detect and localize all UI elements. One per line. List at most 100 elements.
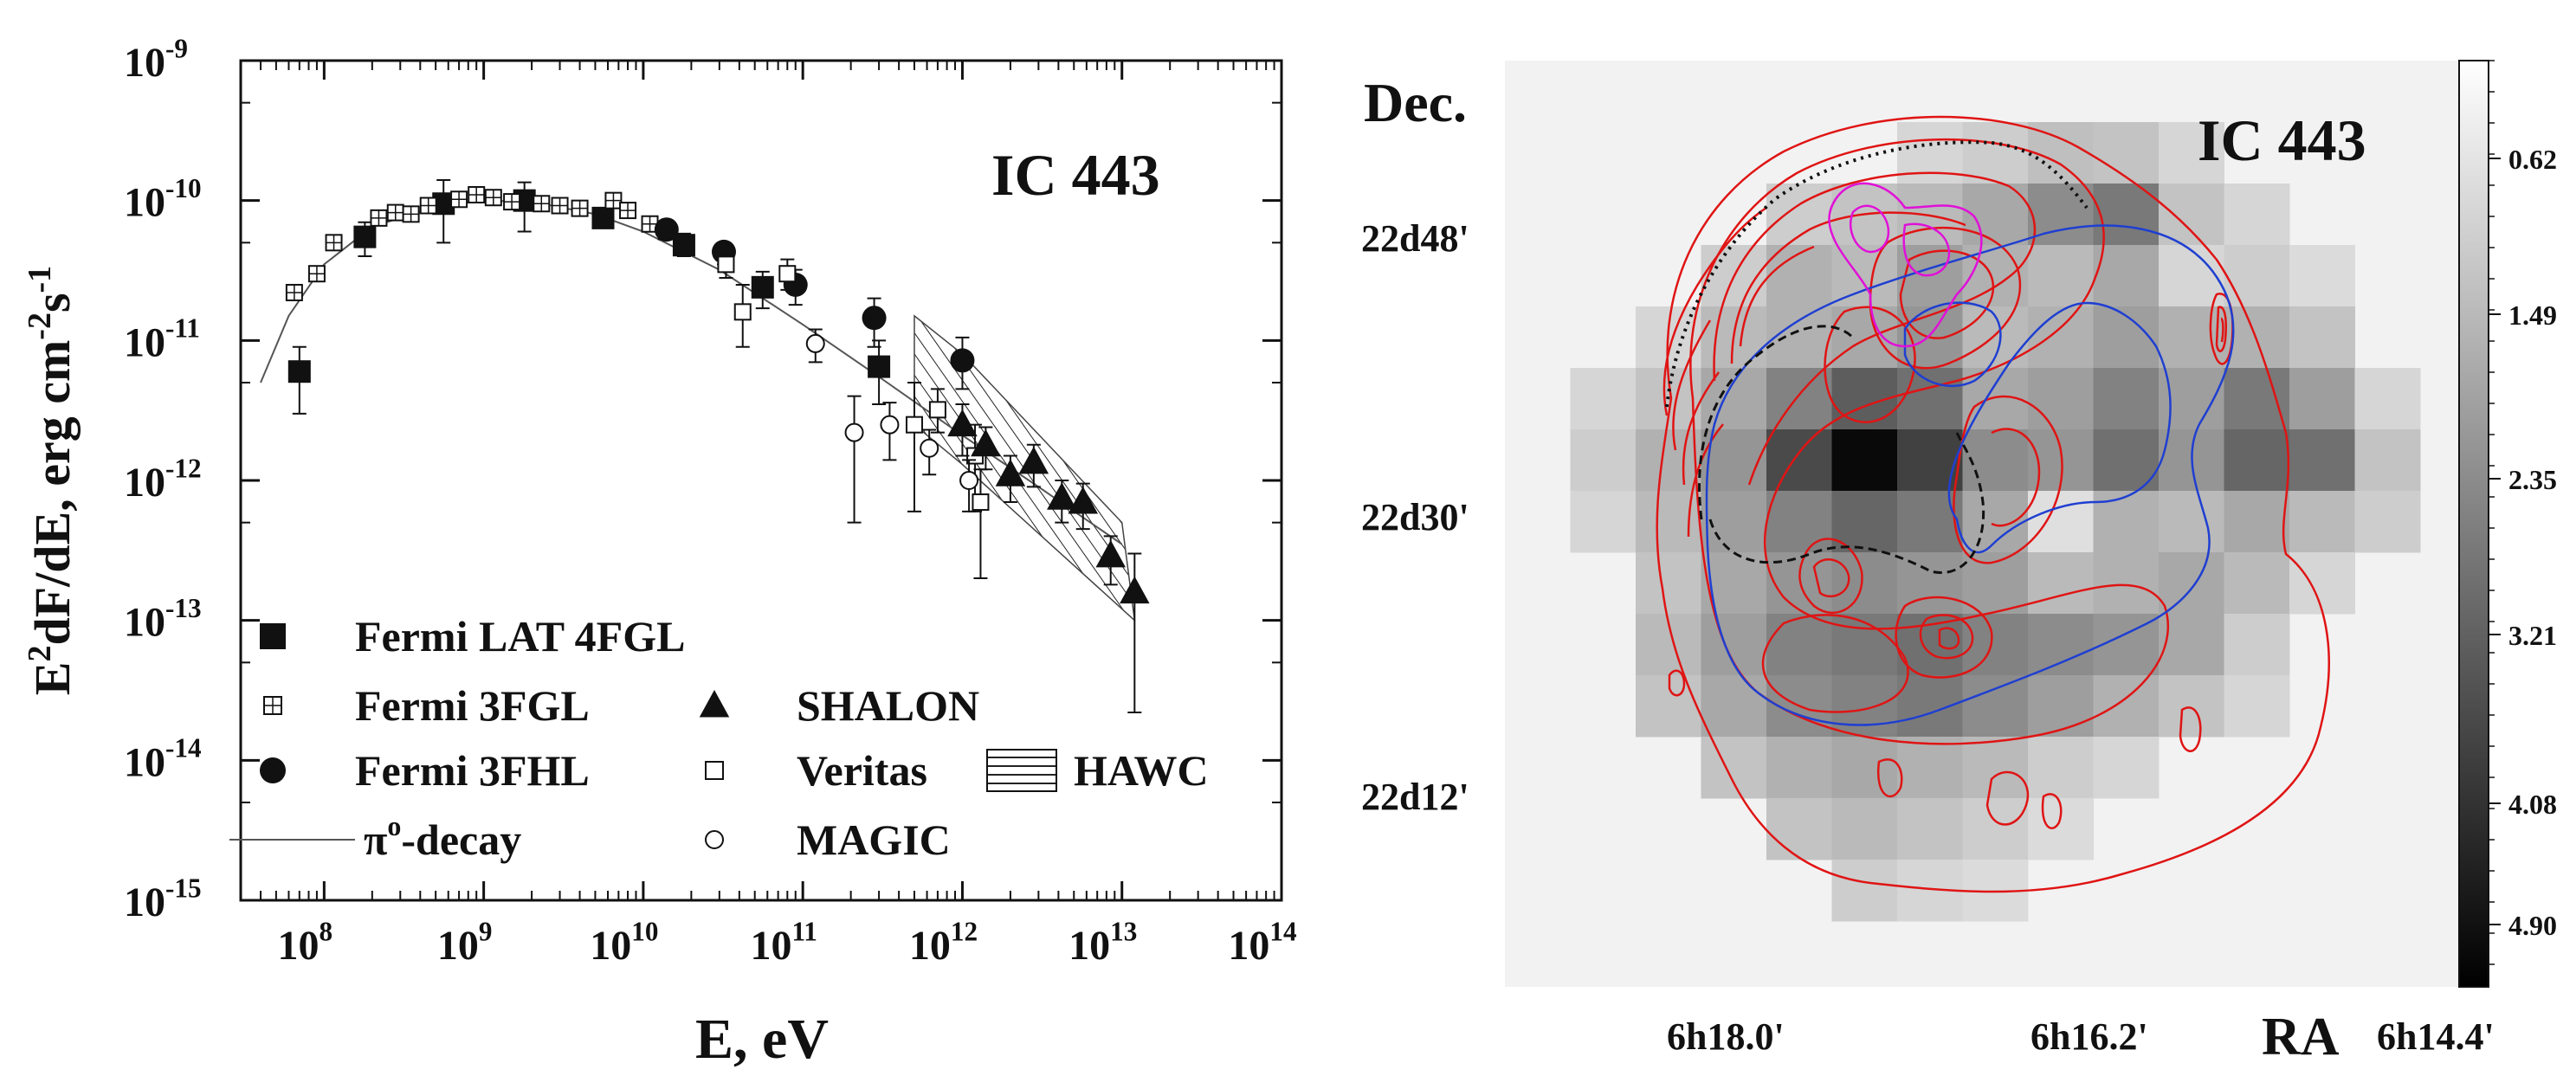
- data-point: [868, 339, 891, 406]
- marker-square-open: [972, 493, 990, 512]
- legend-entry: πo-decay: [229, 810, 521, 864]
- heatmap-cell: [1831, 429, 1898, 492]
- heatmap-cell: [1701, 368, 1767, 430]
- legend-hatch-box: [986, 749, 1057, 792]
- sed-title: IC 443: [991, 142, 1160, 208]
- heatmap-cell: [2224, 306, 2290, 369]
- heatmap-cell: [1897, 491, 1963, 553]
- heatmap-cell: [2028, 368, 2094, 430]
- data-point: [805, 328, 825, 364]
- map-contours: [1656, 115, 2330, 893]
- point-marker: [862, 306, 887, 331]
- point-marker: [1047, 482, 1077, 510]
- marker-square-open: [778, 265, 797, 283]
- y-tick-label: 10-11: [124, 313, 200, 366]
- marker-square-open: [928, 401, 946, 419]
- legend-label: MAGIC: [797, 815, 951, 864]
- marker-square-filled: [672, 234, 695, 257]
- data-point: [920, 428, 939, 476]
- heatmap-cell: [2289, 429, 2355, 492]
- point-marker: [287, 360, 311, 383]
- heatmap-cell: [1831, 306, 1898, 369]
- heatmap-cell: [1570, 429, 1637, 492]
- point-marker: [950, 348, 975, 373]
- data-point: [1068, 482, 1098, 531]
- colorbar-ticks: 0.62 1.49 2.35 3.21 4.08 4.90: [2489, 60, 2557, 965]
- map-x-axis: 6h18.0' 6h16.2' 6h14.4': [1667, 1015, 2495, 1058]
- heatmap-cell: [1962, 798, 2029, 860]
- data-point: [386, 203, 404, 222]
- marker-circle-open: [844, 422, 864, 442]
- point-marker: [972, 493, 990, 512]
- data-point: [285, 283, 303, 301]
- data-point: [844, 395, 864, 524]
- point-marker: [868, 355, 891, 378]
- heatmap-cell: [2224, 552, 2290, 615]
- marker-triangle-filled: [1095, 539, 1126, 568]
- marker-triangle-filled: [995, 459, 1026, 486]
- data-point: [717, 252, 735, 280]
- series-shalon: [947, 403, 1150, 713]
- heatmap-cell: [1701, 614, 1767, 676]
- data-point: [551, 197, 569, 215]
- heatmap-cell: [1831, 860, 1898, 922]
- heatmap-cell: [1766, 429, 1832, 492]
- heatmap-cell: [1636, 552, 1701, 615]
- x-tick-label: 1012: [909, 916, 978, 969]
- sed-data-points: [285, 179, 1150, 713]
- marker-square-filled: [751, 275, 774, 299]
- sed-x-axis: 108 109 1010 1011 1012 1013 1014: [240, 61, 1297, 969]
- map-y-tick-label: 22d48': [1361, 217, 1469, 260]
- data-point: [402, 205, 420, 223]
- point-marker: [1068, 486, 1098, 514]
- red-contours: [1656, 115, 2330, 893]
- data-point: [995, 454, 1026, 504]
- legend-marker: [699, 690, 730, 718]
- legend-label: Fermi 3FHL: [355, 746, 590, 795]
- data-point: [971, 426, 1001, 471]
- heatmap-cell: [1962, 122, 2029, 184]
- heatmap-cell: [2093, 675, 2160, 738]
- marker-square-open: [905, 416, 923, 434]
- legend-label: Veritas: [797, 746, 927, 795]
- colorbar-label: 3.21: [2508, 620, 2557, 651]
- heatmap-cell: [2028, 245, 2094, 307]
- heatmap-cell: [1766, 306, 1832, 369]
- heatmap-cell: [1831, 737, 1898, 799]
- data-point: [619, 202, 637, 220]
- x-tick-label: 108: [278, 916, 333, 969]
- colorbar-label: 1.49: [2508, 300, 2557, 331]
- point-marker: [533, 195, 551, 213]
- data-point: [1120, 552, 1150, 713]
- point-marker: [947, 409, 978, 437]
- heatmap-cell: [2093, 122, 2160, 184]
- heatmap-cell: [1701, 737, 1767, 799]
- marker-triangle-filled: [1047, 482, 1077, 510]
- point-marker: [307, 265, 326, 283]
- point-marker: [751, 275, 774, 299]
- data-point: [353, 221, 377, 258]
- legend-label: Fermi LAT 4FGL: [355, 612, 685, 660]
- heatmap-cell: [2224, 429, 2290, 492]
- heatmap-cell: [2159, 491, 2224, 553]
- heatmap-cell: [2093, 368, 2160, 430]
- data-point: [880, 402, 900, 461]
- heatmap-cell: [2224, 614, 2290, 676]
- heatmap-cell: [2224, 245, 2290, 307]
- sed-chart: 108 109 1010 1011 1012 1013 1014 10-1510-1410-…: [22, 33, 1297, 1071]
- data-point: [672, 232, 695, 258]
- heatmap-cell: [2289, 306, 2355, 369]
- heatmap-cell: [2159, 184, 2224, 246]
- data-point: [503, 193, 521, 211]
- legend-entry: Fermi LAT 4FGL: [260, 612, 685, 660]
- data-point: [1018, 443, 1049, 488]
- point-marker: [419, 197, 437, 215]
- point-marker: [370, 209, 388, 227]
- y-tick-label: 10-14: [124, 733, 202, 786]
- data-point: [654, 217, 679, 242]
- heatmap-cell: [2028, 122, 2094, 184]
- heatmap-cell: [1897, 368, 1963, 430]
- point-marker: [995, 459, 1026, 486]
- map-y-tick-label: 22d12': [1361, 776, 1469, 818]
